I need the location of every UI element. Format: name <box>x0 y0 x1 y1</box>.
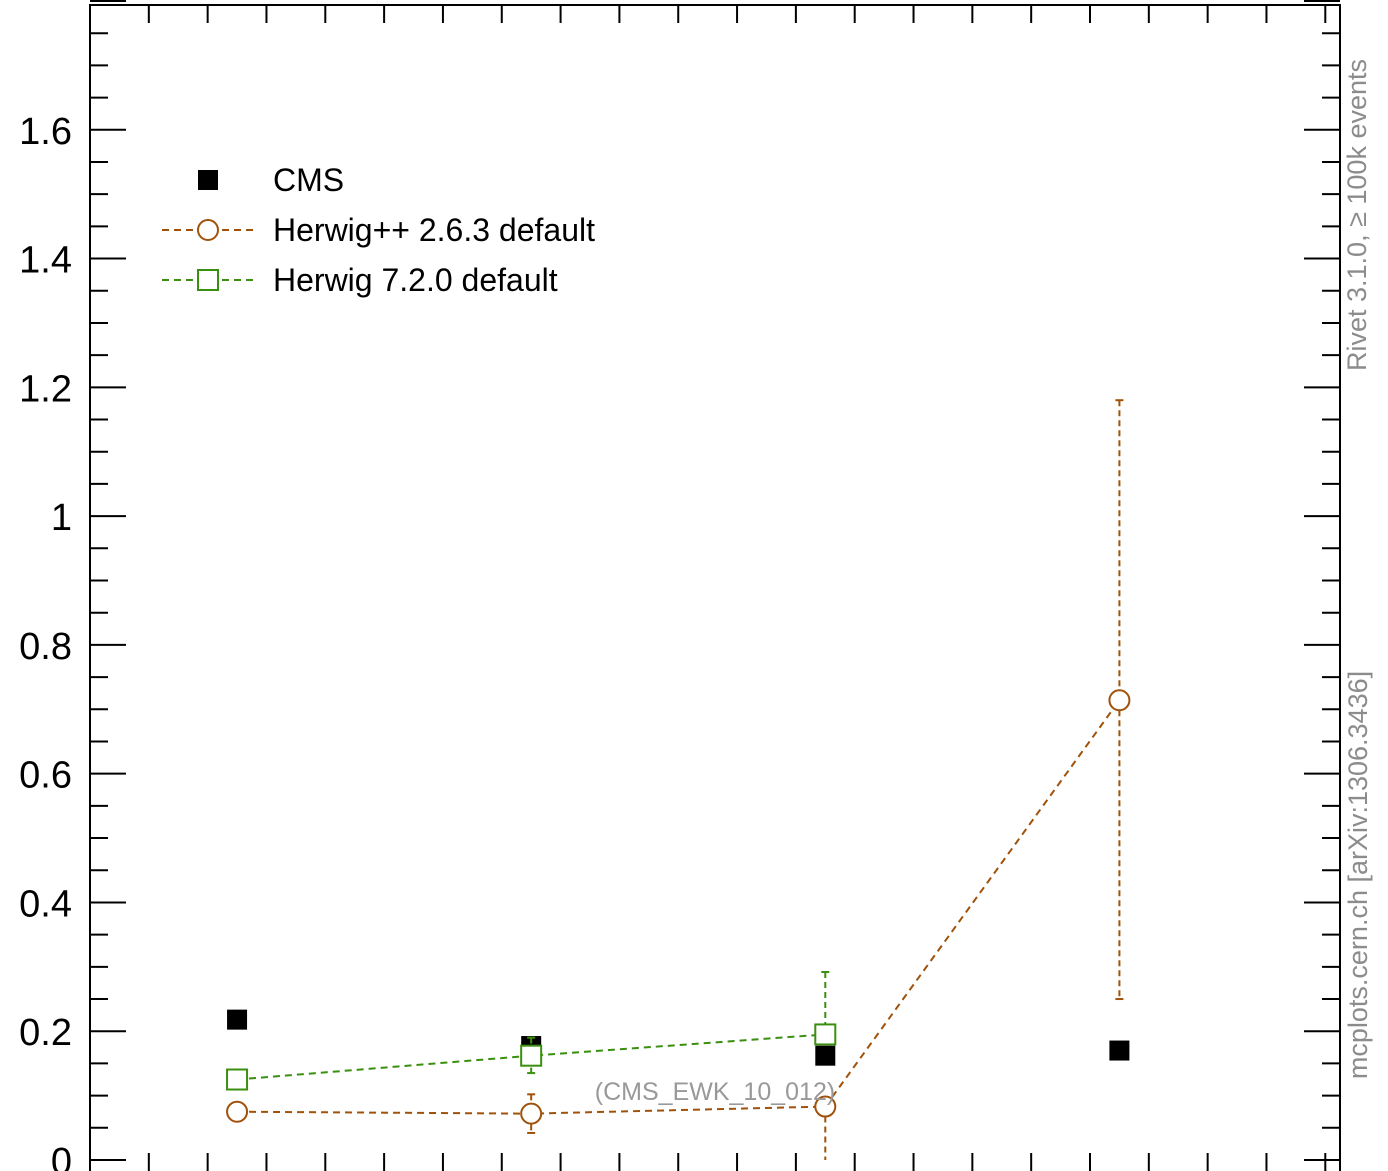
legend-entry: Herwig++ 2.6.3 default <box>162 212 595 248</box>
data-point <box>814 1095 837 1118</box>
series-line <box>237 699 1121 1115</box>
legend-entry: Herwig 7.2.0 default <box>162 262 558 298</box>
data-point <box>814 1023 837 1046</box>
mcplots-source-label: mcplots.cern.ch [arXiv:1306.3436] <box>1343 670 1373 1080</box>
data-point <box>198 170 218 190</box>
plot-frame <box>89 4 1341 1171</box>
data-point <box>197 269 219 291</box>
y-tick-label: 0 <box>51 1141 72 1171</box>
y-tick-label: 1.6 <box>19 111 72 153</box>
data-point <box>226 1100 249 1123</box>
series-layer <box>226 399 1131 1160</box>
legend-label: CMS <box>273 162 344 198</box>
data-point <box>815 1045 836 1066</box>
series-herwig-7-2-0-default <box>226 970 837 1091</box>
legend-entry: CMS <box>198 162 344 198</box>
data-point <box>1108 689 1131 712</box>
rivet-version-label: Rivet 3.1.0, ≥ 100k events <box>1342 59 1372 371</box>
y-tick-label: 0.2 <box>19 1012 72 1054</box>
y-tick-label: 1 <box>51 497 72 539</box>
y-tick-labels: 0 0.2 0.4 0.6 0.8 1 1.2 1.4 1.6 <box>19 111 72 1171</box>
data-point <box>1109 1040 1130 1061</box>
data-point <box>520 1102 543 1125</box>
y-tick-label: 1.4 <box>19 240 72 282</box>
data-point <box>226 1068 249 1091</box>
y-tick-label: 0.4 <box>19 883 72 925</box>
data-point <box>227 1009 248 1030</box>
legend: CMS Herwig++ 2.6.3 default Herwig 7.2.0 de… <box>162 162 595 298</box>
series-herwig-2-6-3-default <box>226 399 1131 1160</box>
data-point <box>520 1044 543 1067</box>
data-point <box>197 219 219 241</box>
y-tick-label: 0.8 <box>19 626 72 668</box>
axis-ticks <box>89 0 1340 1171</box>
y-tick-label: 1.2 <box>19 368 72 410</box>
series-cms <box>227 1009 1130 1066</box>
legend-label: Herwig++ 2.6.3 default <box>273 212 595 248</box>
analysis-annotation: (CMS_EWK_10_012) <box>595 1078 835 1106</box>
series-line <box>236 1033 826 1081</box>
y-tick-label: 0.6 <box>19 755 72 797</box>
legend-label: Herwig 7.2.0 default <box>273 262 558 298</box>
